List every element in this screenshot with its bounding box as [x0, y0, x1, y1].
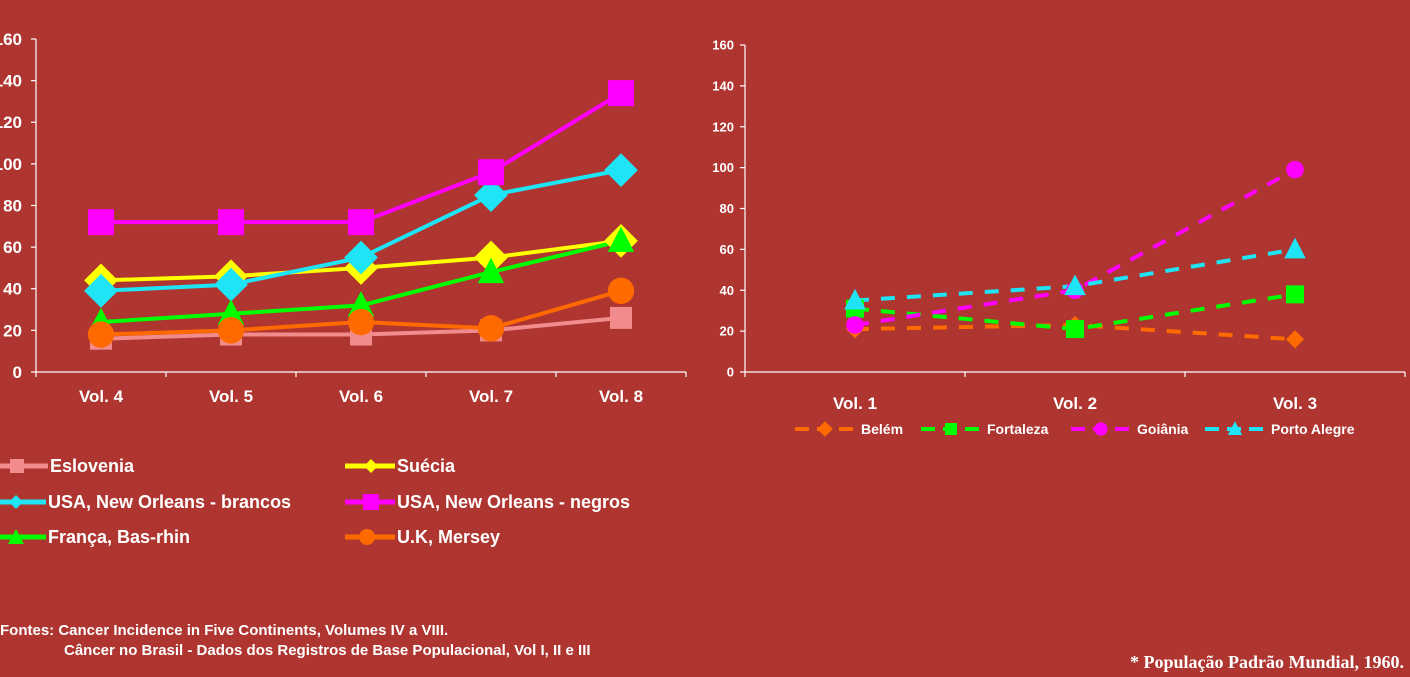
triangle-marker-icon [0, 529, 46, 544]
data-point [1286, 160, 1304, 179]
legend-marker [817, 421, 833, 437]
data-point [344, 240, 378, 275]
sources-line-2: Câncer no Brasil - Dados dos Registros d… [64, 642, 591, 659]
legend-franca: França, Bas-rhin [0, 526, 190, 548]
data-point [88, 209, 114, 236]
legend-marker [1227, 421, 1243, 435]
sources-line-1: Fontes: Cancer Incidence in Five Contine… [0, 622, 449, 639]
y-tick-label: 40 [3, 280, 22, 299]
legend-item-0: Belém [795, 421, 903, 437]
circle-marker-icon [345, 529, 395, 545]
legend-item-2: Goiânia [1071, 421, 1189, 437]
legend-label: U.K, Mersey [397, 526, 501, 547]
x-tick-label: Vol. 8 [599, 387, 643, 406]
legend-label: USA, New Orleans - negros [397, 491, 631, 512]
y-tick-label: 120 [712, 119, 734, 134]
y-tick-label: 0 [13, 363, 22, 382]
data-point [610, 306, 632, 329]
y-tick-label: 80 [720, 201, 734, 216]
left-chart: 0 20 40 60 80 100 120 140 160 Vol. 4 Vol. 5 Vol. 6 V… [0, 30, 687, 406]
data-point [477, 315, 505, 342]
data-point [474, 178, 508, 212]
data-point [1064, 274, 1086, 296]
legend-label: Fortaleza [987, 421, 1049, 437]
legend-label: França, Bas-rhin [48, 526, 191, 547]
legend-uk-mersey: U.K, Mersey [345, 526, 500, 548]
data-point [214, 267, 248, 302]
right-chart-legend: Belém Fortaleza Goiânia Porto Alegre [795, 421, 1355, 437]
data-point [217, 299, 245, 325]
y-tick-label: 80 [3, 196, 22, 215]
data-point [844, 288, 866, 310]
data-point [347, 291, 375, 317]
legend-label: Eslovenia [50, 455, 135, 476]
legend-usa-brancos: USA, New Orleans - brancos [0, 491, 291, 513]
square-marker-icon [0, 459, 48, 473]
y-tick-label: 20 [720, 324, 734, 339]
data-point [347, 308, 375, 336]
data-point [478, 159, 504, 186]
data-point [1284, 237, 1306, 259]
y-tick-label: 100 [0, 155, 22, 174]
x-tick-label: Vol. 3 [1273, 394, 1317, 413]
data-point [348, 209, 374, 236]
legend-label: Belém [861, 421, 903, 437]
data-point [1066, 320, 1084, 339]
footnote: * População Padrão Mundial, 1960. [1129, 652, 1404, 672]
legend-label: Suécia [397, 455, 456, 476]
legend-eslovenia: Eslovenia [0, 455, 134, 477]
y-tick-label: 100 [712, 160, 734, 175]
y-tick-label: 40 [720, 283, 734, 298]
data-point [218, 209, 244, 236]
y-tick-label: 20 [3, 321, 22, 340]
x-tick-label: Vol. 1 [833, 394, 877, 413]
legend-label: USA, New Orleans - brancos [48, 491, 292, 512]
data-point [604, 153, 638, 188]
y-tick-label: 160 [712, 38, 734, 53]
data-point [608, 80, 634, 107]
data-point [1286, 285, 1304, 304]
legend-marker [945, 423, 957, 435]
x-tick-label: Vol. 5 [209, 387, 253, 406]
x-tick-label: Vol. 2 [1053, 394, 1097, 413]
data-point [607, 226, 635, 252]
x-tick-label: Vol. 7 [469, 387, 513, 406]
diamond-marker-icon [345, 459, 395, 473]
data-point [477, 257, 505, 284]
right-chart: 0 20 40 60 80 100 120 140 160 Vol. 1 Vol. 2 Vol. 3 [712, 38, 1406, 413]
y-tick-label: 160 [0, 30, 22, 49]
legend-marker [1094, 422, 1108, 436]
x-tick-label: Vol. 6 [339, 387, 383, 406]
square-marker-icon [345, 494, 395, 510]
legend-suecia: Suécia [345, 455, 455, 477]
data-point [1285, 330, 1305, 349]
data-point [846, 316, 864, 334]
y-tick-label: 140 [712, 78, 734, 93]
y-tick-label: 140 [0, 72, 22, 91]
legend-item-3: Porto Alegre [1205, 421, 1355, 437]
legend-usa-negros: USA, New Orleans - negros [345, 491, 630, 513]
sources-note: Fontes: Cancer Incidence in Five Contine… [0, 621, 591, 661]
data-point [217, 317, 245, 344]
x-tick-label: Vol. 4 [79, 387, 124, 406]
legend-item-1: Fortaleza [921, 421, 1049, 437]
y-tick-label: 0 [727, 365, 734, 380]
legend-label: Porto Alegre [1271, 421, 1355, 437]
y-tick-label: 60 [720, 242, 734, 257]
data-point [84, 273, 118, 308]
data-point [474, 240, 508, 275]
legend-label: Goiânia [1137, 421, 1189, 437]
series-line-2 [854, 167, 1296, 327]
y-tick-label: 60 [3, 238, 22, 257]
series-line-3 [101, 91, 623, 225]
data-point [607, 277, 635, 305]
data-point [87, 321, 115, 348]
diamond-marker-icon [0, 495, 46, 509]
y-tick-label: 120 [0, 113, 22, 132]
